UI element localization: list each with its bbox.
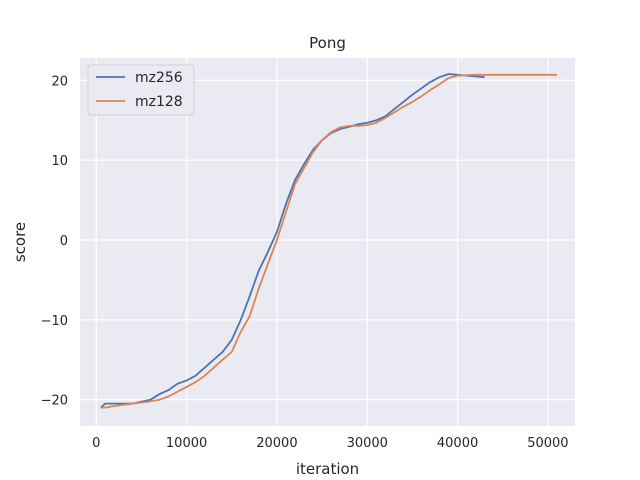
y-tick-label: −20 [41,394,68,409]
x-tick-label: 20000 [256,436,297,451]
y-tick-label: −10 [41,314,68,329]
y-tick-label: 20 [51,74,68,89]
plot-area [80,58,575,426]
series-lines [100,73,557,409]
y-tick-label: 10 [51,154,68,169]
y-tick-label: 0 [60,234,68,249]
y-axis-ticks: −20 −10 0 10 20 [41,74,68,408]
series-line-mz128 [100,73,557,409]
x-tick-label: 50000 [527,436,568,451]
y-axis-label: score [11,222,29,262]
legend-label-mz256: mz256 [135,70,183,86]
chart-title: Pong [309,34,346,52]
legend: mz256 mz128 [87,64,195,116]
x-tick-label: 30000 [347,436,388,451]
legend-label-mz128: mz128 [135,94,183,110]
x-tick-label: 0 [92,436,100,451]
series-line-mz256 [100,73,485,409]
x-tick-label: 10000 [166,436,207,451]
x-axis-ticks: 0 10000 20000 30000 40000 50000 [92,436,568,451]
x-tick-label: 40000 [437,436,478,451]
x-axis-label: iteration [296,460,359,478]
